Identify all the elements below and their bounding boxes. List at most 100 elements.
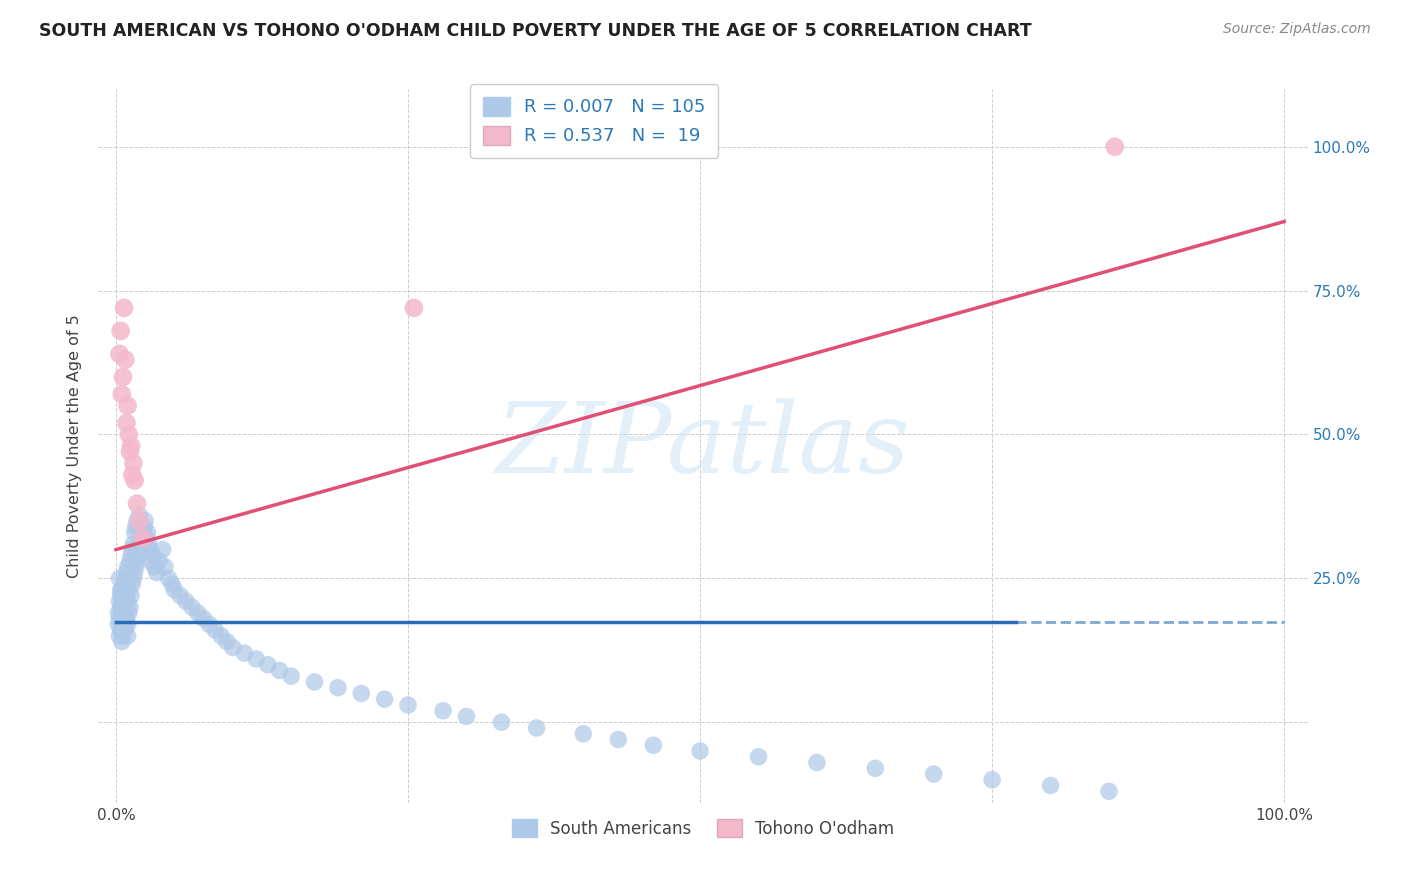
Point — [128, 542, 150, 557]
Point — [115, 589, 138, 603]
Point — [111, 634, 134, 648]
Point — [111, 600, 134, 615]
Point — [350, 686, 373, 700]
Point — [110, 600, 132, 615]
Point — [111, 589, 134, 603]
Point — [117, 594, 139, 608]
Text: Source: ZipAtlas.com: Source: ZipAtlas.com — [1223, 22, 1371, 37]
Point — [204, 623, 226, 637]
Point — [117, 629, 139, 643]
Point — [118, 554, 141, 568]
Point — [110, 324, 132, 338]
Point — [922, 767, 945, 781]
Point — [572, 727, 595, 741]
Point — [127, 549, 149, 563]
Point — [128, 508, 150, 522]
Point — [115, 416, 138, 430]
Point — [121, 542, 143, 557]
Point — [153, 559, 176, 574]
Point — [115, 566, 138, 580]
Point — [139, 554, 162, 568]
Point — [117, 399, 139, 413]
Point — [143, 559, 166, 574]
Point — [118, 582, 141, 597]
Point — [124, 566, 146, 580]
Point — [132, 519, 155, 533]
Point — [111, 629, 134, 643]
Point — [120, 439, 142, 453]
Point — [112, 301, 135, 315]
Point — [114, 352, 136, 367]
Point — [160, 577, 183, 591]
Point — [1039, 779, 1062, 793]
Point — [163, 582, 186, 597]
Point — [134, 514, 156, 528]
Point — [112, 623, 135, 637]
Point — [111, 387, 134, 401]
Point — [131, 531, 153, 545]
Point — [233, 646, 256, 660]
Point — [865, 761, 887, 775]
Point — [396, 698, 419, 712]
Point — [112, 577, 135, 591]
Point — [118, 444, 141, 458]
Text: ZIPatlas: ZIPatlas — [496, 399, 910, 493]
Point — [112, 600, 135, 615]
Point — [148, 554, 170, 568]
Point — [180, 600, 202, 615]
Point — [122, 456, 145, 470]
Point — [124, 474, 146, 488]
Point — [111, 370, 134, 384]
Point — [107, 617, 129, 632]
Point — [125, 497, 148, 511]
Point — [491, 715, 513, 730]
Point — [118, 606, 141, 620]
Point — [456, 709, 478, 723]
Point — [110, 589, 132, 603]
Point — [269, 664, 291, 678]
Point — [187, 606, 209, 620]
Point — [111, 617, 134, 632]
Point — [125, 554, 148, 568]
Point — [280, 669, 302, 683]
Legend: South Americans, Tohono O'odham: South Americans, Tohono O'odham — [505, 813, 901, 845]
Point — [121, 577, 143, 591]
Point — [114, 594, 136, 608]
Point — [132, 525, 155, 540]
Point — [132, 531, 155, 545]
Point — [139, 542, 162, 557]
Point — [108, 612, 131, 626]
Point — [135, 531, 157, 545]
Point — [193, 612, 215, 626]
Point — [1098, 784, 1121, 798]
Point — [125, 559, 148, 574]
Point — [125, 514, 148, 528]
Point — [981, 772, 1004, 787]
Point — [108, 347, 131, 361]
Point — [169, 589, 191, 603]
Point — [198, 617, 221, 632]
Point — [607, 732, 630, 747]
Point — [806, 756, 828, 770]
Point — [643, 738, 665, 752]
Point — [121, 467, 143, 482]
Point — [108, 571, 131, 585]
Point — [1104, 140, 1126, 154]
Point — [174, 594, 197, 608]
Point — [747, 749, 769, 764]
Point — [129, 537, 152, 551]
Point — [118, 427, 141, 442]
Point — [138, 537, 160, 551]
Point — [117, 559, 139, 574]
Point — [209, 629, 232, 643]
Point — [124, 525, 146, 540]
Point — [152, 542, 174, 557]
Point — [136, 525, 159, 540]
Point — [107, 606, 129, 620]
Point — [142, 549, 165, 563]
Point — [526, 721, 548, 735]
Point — [114, 617, 136, 632]
Point — [374, 692, 396, 706]
Point — [245, 652, 267, 666]
Point — [120, 589, 142, 603]
